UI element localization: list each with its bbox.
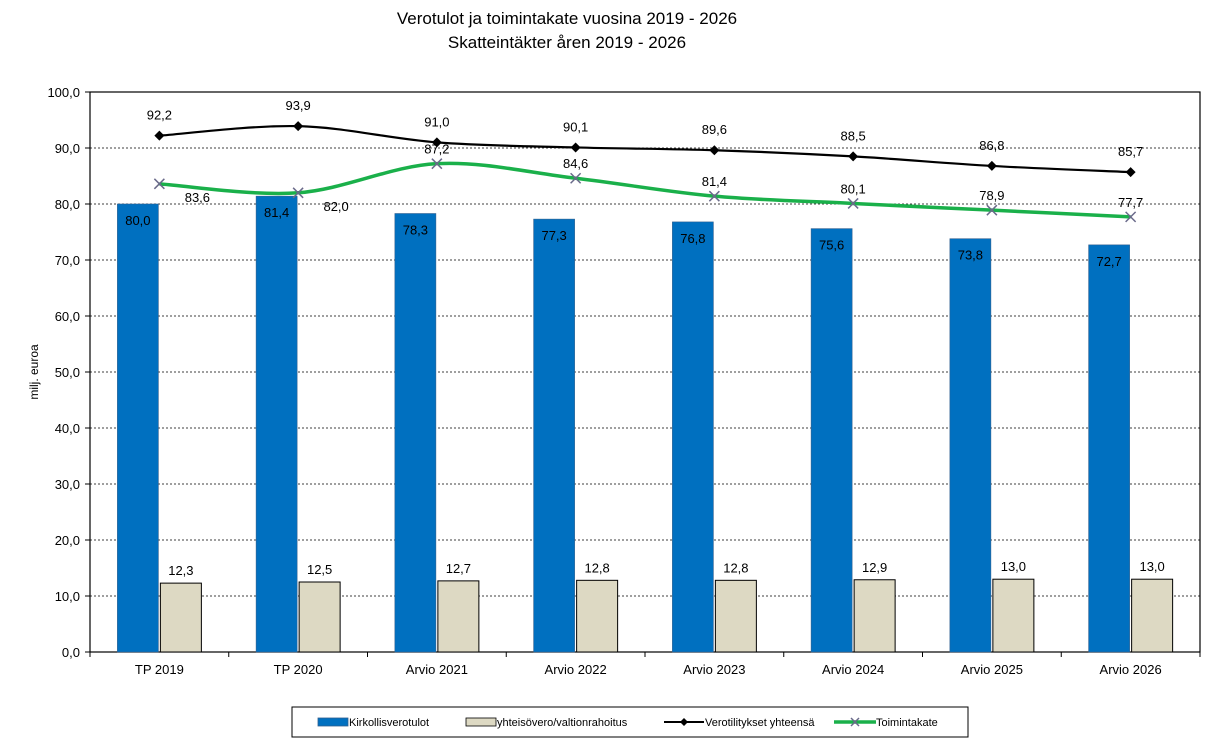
bar-data-label: 73,8 [958,248,983,263]
y-tick-label: 70,0 [55,253,80,268]
bar-data-label: 77,3 [541,228,566,243]
legend-swatch [318,718,348,726]
y-tick-label: 0,0 [62,645,80,660]
line-data-label: 87,2 [424,142,449,157]
legend-label: Kirkollisverotulot [349,717,429,729]
x-tick-label: Arvio 2026 [1100,662,1162,677]
bar [160,583,201,652]
legend-label: yhteisövero/valtionrahoitus [497,717,628,729]
plot-area: 0,0 10,0 20,0 30,0 40,0 50,0 60,0 70,0 80,0 90,0 1… [47,85,1200,677]
bar-data-label: 13,0 [1139,559,1164,574]
y-tick-label: 40,0 [55,421,80,436]
line-data-label: 89,6 [702,122,727,137]
legend: Kirkollisverotulot yhteisövero/valtionrah… [292,707,968,737]
bar [117,204,158,652]
bar [299,582,340,652]
line-data-label: 90,1 [563,119,588,134]
legend-swatch [466,718,496,726]
y-tick-label: 60,0 [55,309,80,324]
bar-data-label: 80,0 [125,213,150,228]
line-data-label: 91,0 [424,114,449,129]
line-data-label: 77,7 [1118,195,1143,210]
y-tick-label: 90,0 [55,141,80,156]
chart-title: Verotulot ja toimintakate vuosina 2019 -… [397,9,737,28]
bar-data-label: 12,3 [168,563,193,578]
bar-data-label: 81,4 [264,205,289,220]
line-data-label: 93,9 [285,98,310,113]
diamond-marker [709,145,719,155]
bar [950,239,991,652]
diamond-marker [293,121,303,131]
bar [577,580,618,652]
y-axis-label: milj. euroa [27,344,41,400]
x-tick-label: TP 2020 [274,662,323,677]
diamond-marker [571,142,581,152]
bar-data-label: 12,8 [723,560,748,575]
bar [256,196,297,652]
line-data-label: 92,2 [147,108,172,123]
bar [438,581,479,652]
y-tick-label: 50,0 [55,365,80,380]
bar [854,580,895,652]
line-data-label: 82,0 [323,199,348,214]
x-tick-label: TP 2019 [135,662,184,677]
line-data-label: 86,8 [979,138,1004,153]
line-data-label: 83,6 [185,190,210,205]
y-tick-label: 30,0 [55,477,80,492]
diamond-marker [1126,167,1136,177]
bar-data-label: 12,5 [307,562,332,577]
y-tick-label: 10,0 [55,589,80,604]
legend-label: Toimintakate [876,717,938,729]
chart-subtitle: Skatteintäkter åren 2019 - 2026 [448,33,686,52]
bar [534,219,575,652]
x-tick-label: Arvio 2022 [545,662,607,677]
x-tick-label: Arvio 2025 [961,662,1023,677]
bar [672,222,713,652]
x-tick-label: Arvio 2021 [406,662,468,677]
line-data-label: 80,1 [840,181,865,196]
y-tick-label: 100,0 [47,85,80,100]
line-data-label: 88,5 [840,128,865,143]
bar-data-label: 12,8 [584,560,609,575]
bar-data-label: 12,9 [862,560,887,575]
bar [993,579,1034,652]
line-data-label: 78,9 [979,188,1004,203]
diamond-marker [848,151,858,161]
diamond-marker [154,131,164,141]
bar [1132,579,1173,652]
bar [715,580,756,652]
diamond-marker [987,161,997,171]
line-data-label: 85,7 [1118,144,1143,159]
line-data-label: 81,4 [702,174,727,189]
bar-data-label: 72,7 [1096,254,1121,269]
bar [395,214,436,652]
bar-data-label: 12,7 [446,561,471,576]
bar [811,229,852,652]
bar-data-label: 75,6 [819,238,844,253]
bar-data-label: 13,0 [1001,559,1026,574]
line-data-label: 84,6 [563,156,588,171]
y-tick-label: 80,0 [55,197,80,212]
y-tick-label: 20,0 [55,533,80,548]
x-tick-label: Arvio 2023 [683,662,745,677]
legend-label: Verotilitykset yhteensä [705,717,815,729]
bar [1089,245,1130,652]
bar-data-label: 76,8 [680,231,705,246]
bar-data-label: 78,3 [403,223,428,238]
x-tick-label: Arvio 2024 [822,662,884,677]
